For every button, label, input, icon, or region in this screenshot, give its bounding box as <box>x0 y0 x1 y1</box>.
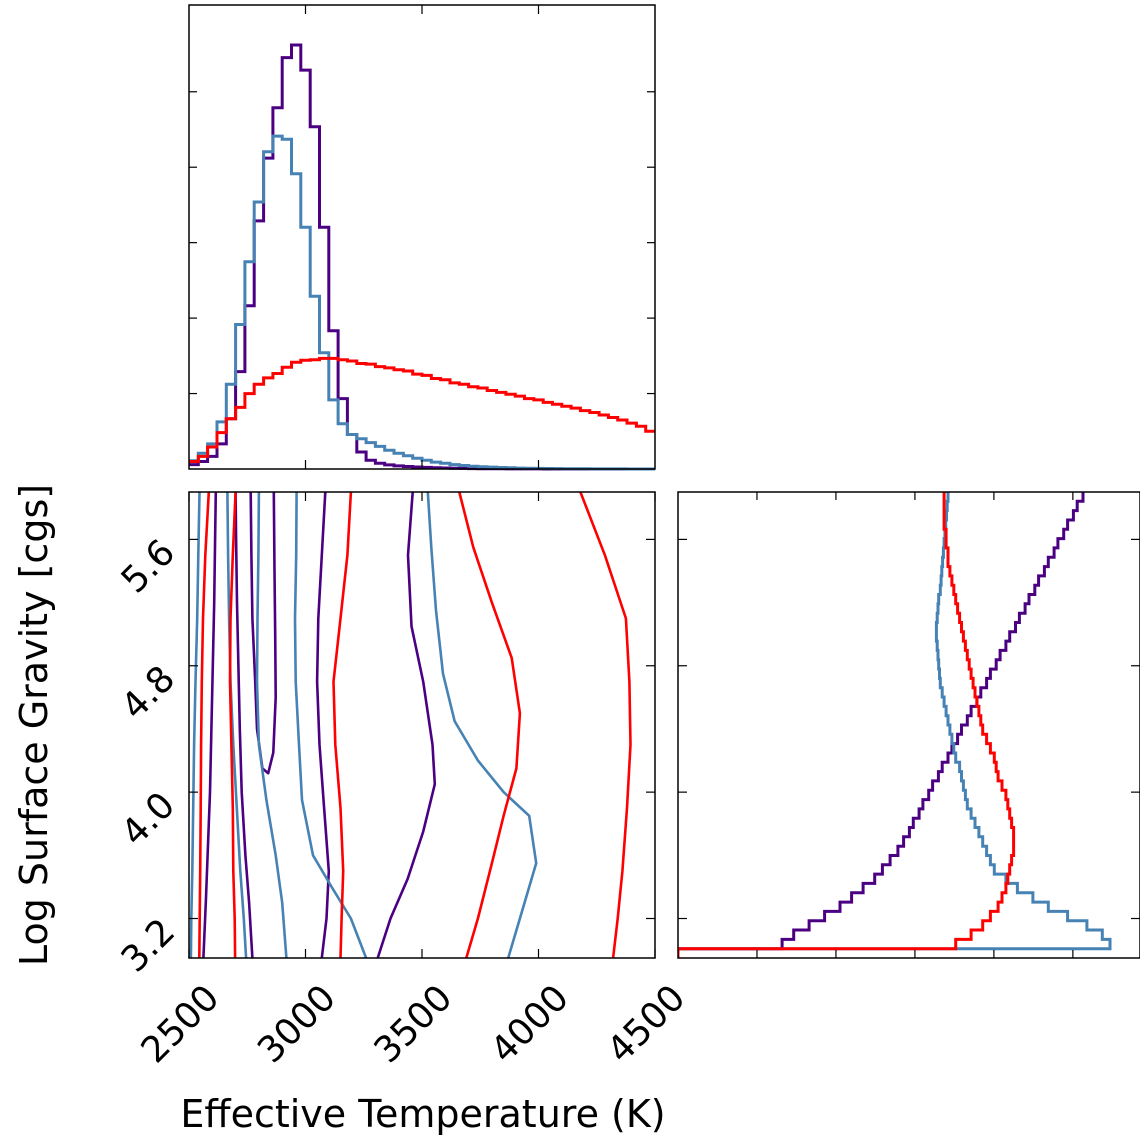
axis-frame <box>677 491 1140 959</box>
y-axis-label: Log Surface Gravity [cgs] <box>12 484 56 966</box>
x-tick-label: 2500 <box>134 977 228 1071</box>
histogram-lines <box>678 492 1112 958</box>
contour-line-purple <box>315 492 331 958</box>
x-tick-label: 3000 <box>250 977 344 1071</box>
histogram-series-red <box>189 356 655 463</box>
contour-line-red <box>332 492 353 958</box>
contour-line-purple <box>234 492 254 958</box>
x-tick-label: 3500 <box>367 977 461 1071</box>
y-tick-label: 5.6 <box>114 532 183 601</box>
contour-line-steelblue <box>189 492 201 958</box>
contour-line-steelblue <box>255 492 288 958</box>
temperature-gravity-contour-panel: 2500 3000 3500 4000 4500 3.2 4.0 4.8 5.6 <box>114 491 694 1071</box>
gravity-histogram-panel <box>677 491 1140 959</box>
y-tick-label: 4.8 <box>114 658 183 727</box>
y-tick-label: 3.2 <box>114 911 183 980</box>
contour-line-red <box>228 492 237 958</box>
contour-line-purple <box>202 492 218 958</box>
contour-line-red <box>579 492 632 958</box>
contour-line-purple <box>249 492 277 775</box>
contour-line-steelblue <box>293 492 368 958</box>
histogram-series-red <box>678 492 1016 958</box>
histogram-series-steelblue <box>678 492 1112 958</box>
contour-line-red <box>198 492 211 958</box>
contour-lines <box>189 492 632 958</box>
histogram-series-purple <box>678 492 1085 958</box>
contour-line-purple <box>376 492 437 958</box>
x-tick-label: 4500 <box>600 977 694 1071</box>
temperature-histogram-panel <box>188 4 656 471</box>
contour-line-steelblue <box>226 492 248 958</box>
y-tick-label: 4.0 <box>114 785 183 854</box>
axis-frame <box>188 4 656 470</box>
histogram-series-purple <box>189 43 655 471</box>
x-axis-label: Effective Temperature (K) <box>180 1092 665 1136</box>
contour-line-red <box>458 492 522 958</box>
contour-line-steelblue <box>426 492 538 958</box>
x-tick-label: 4000 <box>483 977 577 1071</box>
histogram-series-steelblue <box>189 134 655 471</box>
